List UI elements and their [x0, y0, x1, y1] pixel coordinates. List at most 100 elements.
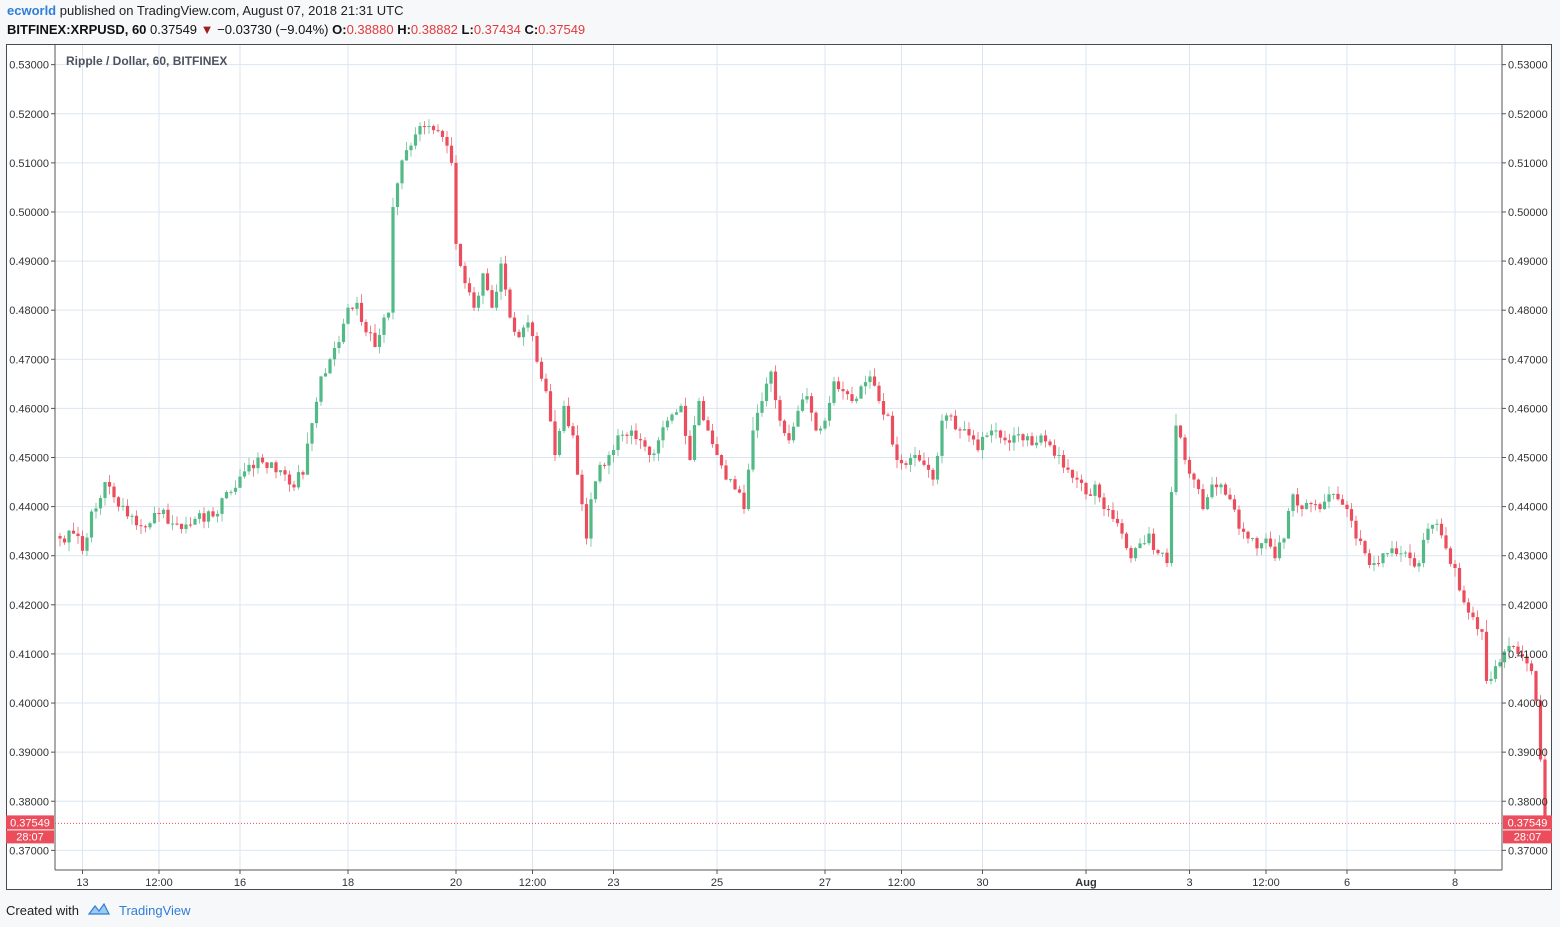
candle	[476, 291, 481, 312]
candle	[1534, 670, 1538, 705]
candle-body	[1367, 553, 1372, 566]
chart-frame	[6, 44, 1552, 890]
candle-body	[881, 401, 886, 415]
candle-body	[665, 420, 670, 428]
candle-body	[1417, 563, 1421, 567]
candle-body	[1529, 663, 1534, 672]
candle-body	[1475, 617, 1480, 630]
y-tick-label-left: 0.44000	[9, 502, 49, 514]
candle-body	[1007, 440, 1012, 443]
candle	[908, 453, 913, 472]
candle-body	[850, 394, 854, 402]
candle	[611, 444, 616, 463]
candle-body	[895, 444, 899, 460]
candle	[1318, 502, 1322, 513]
candle-body	[562, 405, 566, 432]
candle	[341, 318, 346, 344]
candle	[418, 122, 422, 142]
candle	[989, 424, 994, 443]
candle-body	[1169, 492, 1174, 564]
candle	[787, 424, 791, 444]
candle	[1475, 610, 1480, 636]
candle	[242, 463, 247, 479]
candle	[1030, 432, 1034, 446]
candle-body	[1043, 435, 1048, 442]
candle-body	[139, 525, 143, 527]
candle	[359, 294, 364, 326]
candle-body	[184, 524, 188, 529]
candle-body	[1385, 553, 1390, 555]
tradingview-link[interactable]: TradingView	[118, 903, 191, 918]
candle-body	[1075, 477, 1079, 480]
candle-body	[1106, 509, 1111, 511]
candle-body	[602, 464, 607, 466]
candle	[949, 413, 953, 421]
candle	[1336, 486, 1340, 501]
candle	[1201, 484, 1205, 511]
candle	[1448, 546, 1453, 567]
candle	[818, 425, 823, 435]
candle-body	[890, 415, 895, 445]
candle	[845, 389, 850, 400]
candle	[1354, 515, 1358, 546]
candle-body	[544, 378, 548, 392]
y-tick-label-right: 0.43000	[1508, 551, 1548, 563]
candle-body	[418, 126, 422, 135]
candle-body	[1160, 552, 1165, 554]
candle-body	[1439, 523, 1444, 536]
candle	[755, 404, 760, 438]
candle-body	[202, 513, 206, 522]
candle	[1322, 493, 1327, 510]
candle-body	[634, 430, 638, 440]
candle	[265, 461, 269, 474]
candle	[134, 510, 139, 530]
candle-body	[368, 332, 373, 334]
candle-body	[490, 290, 494, 308]
candle	[1115, 510, 1120, 527]
candle	[1205, 494, 1210, 511]
candle	[1403, 550, 1408, 558]
candle	[764, 377, 769, 407]
author-link[interactable]: ecworld	[7, 3, 57, 18]
low-value: 0.37434	[473, 22, 521, 37]
candle-body	[796, 410, 800, 427]
candle	[373, 324, 377, 348]
candle	[517, 329, 521, 339]
candle-body	[1403, 552, 1408, 554]
candle	[85, 532, 89, 556]
countdown-label-left: 28:07	[16, 831, 44, 843]
grid	[55, 45, 1502, 870]
candle-body	[1232, 499, 1237, 510]
candle-body	[1525, 656, 1529, 664]
candle	[355, 296, 359, 316]
candle	[296, 464, 301, 490]
candle-body	[346, 307, 350, 324]
candle-body	[67, 530, 71, 543]
y-tick-label-right: 0.52000	[1508, 109, 1548, 121]
candle-body	[1327, 494, 1331, 502]
candle-body	[1115, 518, 1120, 524]
candle	[841, 381, 845, 400]
candle-body	[148, 523, 152, 528]
candle	[391, 197, 395, 320]
candle	[647, 446, 652, 463]
candle	[1471, 606, 1475, 621]
candle	[94, 502, 98, 519]
candle-body	[1012, 435, 1016, 443]
candle	[184, 516, 188, 534]
open-value: 0.38880	[346, 22, 394, 37]
candle-body	[260, 457, 265, 463]
open-label: O:	[332, 22, 347, 37]
candle	[161, 508, 166, 519]
candle-body	[1457, 567, 1462, 591]
candle-body	[1286, 510, 1291, 539]
candle-body	[508, 289, 512, 318]
candle	[728, 478, 733, 483]
candle-body	[521, 327, 526, 338]
candle-body	[1331, 493, 1336, 495]
candle	[719, 454, 724, 469]
candle	[1295, 488, 1300, 513]
candle	[1120, 518, 1124, 539]
candle	[1286, 507, 1291, 539]
